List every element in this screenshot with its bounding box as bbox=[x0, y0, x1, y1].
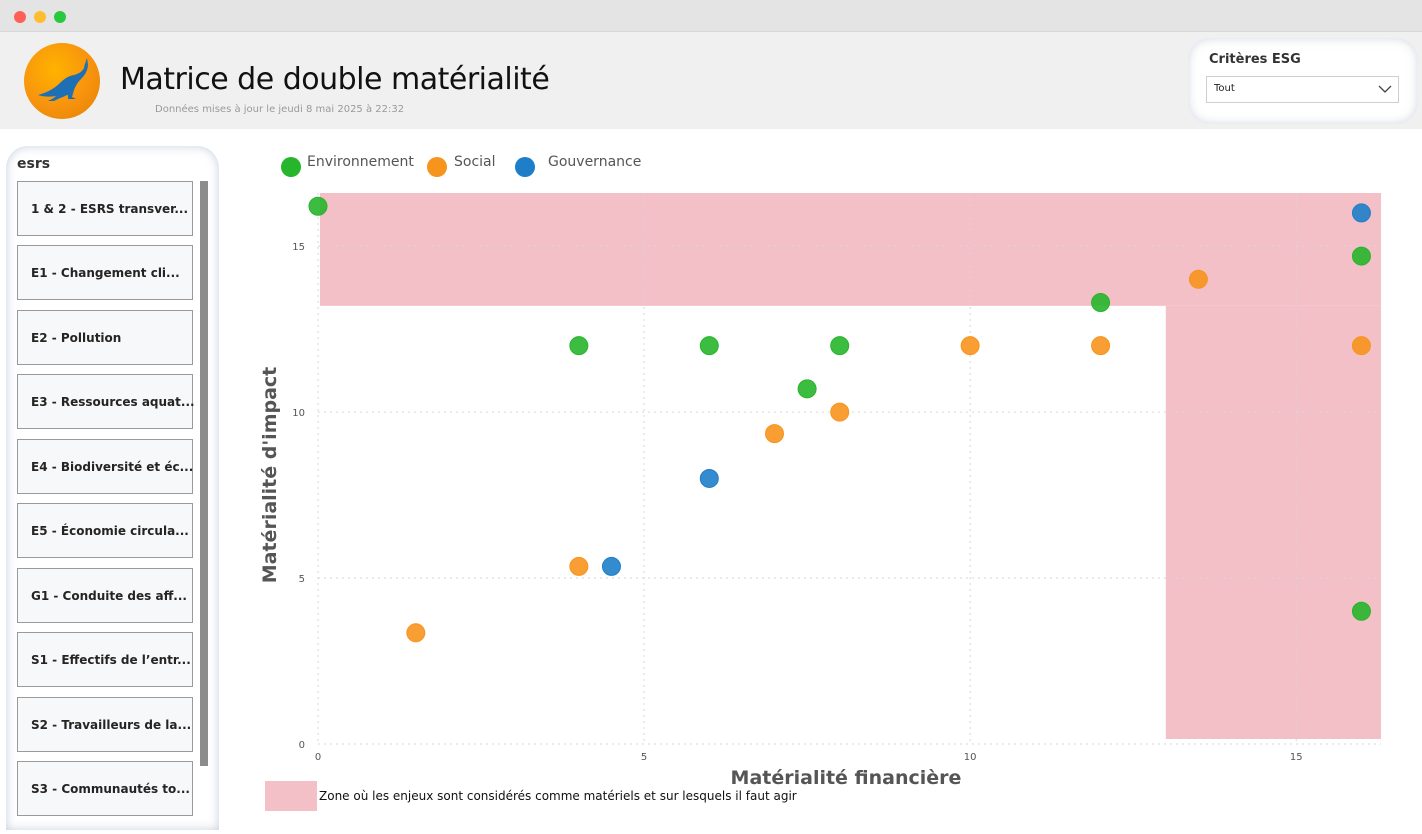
y-tick-label: 0 bbox=[299, 740, 305, 751]
title-bar bbox=[0, 0, 1422, 32]
slicer-item-e2[interactable]: E2 - Pollution bbox=[17, 310, 193, 365]
esg-criteria-dropdown[interactable]: Tout bbox=[1206, 76, 1399, 103]
slicer-item-label: E3 - Ressources aquat... bbox=[31, 395, 195, 409]
slicer-item-label: E5 - Économie circula... bbox=[31, 524, 189, 538]
zone-legend-text: Zone où les enjeux sont considérés comme… bbox=[319, 789, 797, 803]
data-point-environnement[interactable] bbox=[1351, 246, 1371, 266]
zone-legend-swatch bbox=[265, 781, 317, 811]
esrs-slicer-title: esrs bbox=[17, 156, 51, 172]
esg-criteria-filter-card: Critères ESG Tout bbox=[1188, 38, 1418, 124]
slicer-item-e3[interactable]: E3 - Ressources aquat... bbox=[17, 374, 195, 429]
slicer-item-label: E1 - Changement cli... bbox=[31, 266, 180, 280]
data-point-gouvernance[interactable] bbox=[601, 556, 621, 576]
data-point-environnement[interactable] bbox=[797, 379, 817, 399]
data-point-social[interactable] bbox=[765, 424, 785, 444]
legend-marker-social bbox=[427, 157, 447, 177]
chevron-down-icon bbox=[1378, 85, 1392, 93]
slicer-item-g1[interactable]: G1 - Conduite des aff... bbox=[17, 568, 193, 623]
data-point-environnement[interactable] bbox=[699, 336, 719, 356]
data-point-social[interactable] bbox=[1351, 336, 1371, 356]
x-tick-label: 5 bbox=[641, 752, 647, 763]
y-tick-label: 10 bbox=[292, 408, 305, 419]
data-point-social[interactable] bbox=[569, 556, 589, 576]
slicer-item-s1[interactable]: S1 - Effectifs de l’entr... bbox=[17, 632, 193, 687]
slicer-item-label: E4 - Biodiversité et éc... bbox=[31, 460, 194, 474]
material-zone-top-band bbox=[320, 193, 1381, 306]
data-point-social[interactable] bbox=[1188, 269, 1208, 289]
slicer-item-s3[interactable]: S3 - Communautés to... bbox=[17, 761, 193, 816]
slicer-item-esrs-transversal[interactable]: 1 & 2 - ESRS transver... bbox=[17, 181, 193, 236]
legend-marker-gouvernance bbox=[515, 157, 535, 177]
esg-criteria-filter-title: Critères ESG bbox=[1209, 52, 1301, 67]
data-point-environnement[interactable] bbox=[1351, 601, 1371, 621]
report-header: Matrice de double matérialité Données mi… bbox=[0, 32, 1422, 129]
minimize-window-button[interactable] bbox=[34, 11, 46, 23]
y-axis-title: Matérialité d'impact bbox=[259, 367, 281, 584]
kangaroo-logo-icon bbox=[24, 43, 100, 119]
data-point-social[interactable] bbox=[1091, 336, 1111, 356]
slicer-item-e5[interactable]: E5 - Économie circula... bbox=[17, 503, 193, 558]
data-point-environnement[interactable] bbox=[308, 196, 328, 216]
slicer-item-s2[interactable]: S2 - Travailleurs de la... bbox=[17, 697, 193, 752]
material-zone-right-band bbox=[1165, 305, 1381, 739]
last-updated-text: Données mises à jour le jeudi 8 mai 2025… bbox=[155, 104, 405, 115]
legend-label-gouvernance: Gouvernance bbox=[548, 154, 642, 170]
data-point-social[interactable] bbox=[960, 336, 980, 356]
data-point-gouvernance[interactable] bbox=[699, 468, 719, 488]
esg-criteria-selected-value: Tout bbox=[1214, 83, 1235, 94]
legend-label-social: Social bbox=[454, 154, 496, 170]
esrs-slicer: esrs 1 & 2 - ESRS transver... E1 - Chang… bbox=[6, 146, 219, 830]
slicer-item-label: S1 - Effectifs de l’entr... bbox=[31, 653, 191, 667]
legend-marker-environnement bbox=[281, 157, 301, 177]
slicer-item-e1[interactable]: E1 - Changement cli... bbox=[17, 245, 193, 300]
slicer-item-label: E2 - Pollution bbox=[31, 331, 122, 345]
y-tick-label: 15 bbox=[292, 242, 305, 253]
slicer-scrollbar[interactable] bbox=[200, 181, 208, 766]
data-point-environnement[interactable] bbox=[1091, 293, 1111, 313]
data-point-environnement[interactable] bbox=[569, 336, 589, 356]
slicer-item-label: S3 - Communautés to... bbox=[31, 782, 190, 796]
slicer-item-label: 1 & 2 - ESRS transver... bbox=[31, 202, 189, 216]
x-tick-label: 10 bbox=[964, 752, 977, 763]
x-tick-label: 15 bbox=[1290, 752, 1303, 763]
close-window-button[interactable] bbox=[14, 11, 26, 23]
x-axis-title: Matérialité financière bbox=[731, 767, 962, 789]
slicer-item-label: G1 - Conduite des aff... bbox=[31, 589, 187, 603]
data-point-social[interactable] bbox=[830, 402, 850, 422]
data-point-gouvernance[interactable] bbox=[1351, 203, 1371, 223]
slicer-item-e4[interactable]: E4 - Biodiversité et éc... bbox=[17, 439, 193, 494]
slicer-item-label: S2 - Travailleurs de la... bbox=[31, 718, 192, 732]
data-point-environnement[interactable] bbox=[830, 336, 850, 356]
data-point-social[interactable] bbox=[406, 623, 426, 643]
legend-label-environnement: Environnement bbox=[307, 154, 414, 170]
x-tick-label: 0 bbox=[315, 752, 321, 763]
y-tick-label: 5 bbox=[299, 574, 305, 585]
zoom-window-button[interactable] bbox=[54, 11, 66, 23]
page-title: Matrice de double matérialité bbox=[120, 62, 550, 97]
